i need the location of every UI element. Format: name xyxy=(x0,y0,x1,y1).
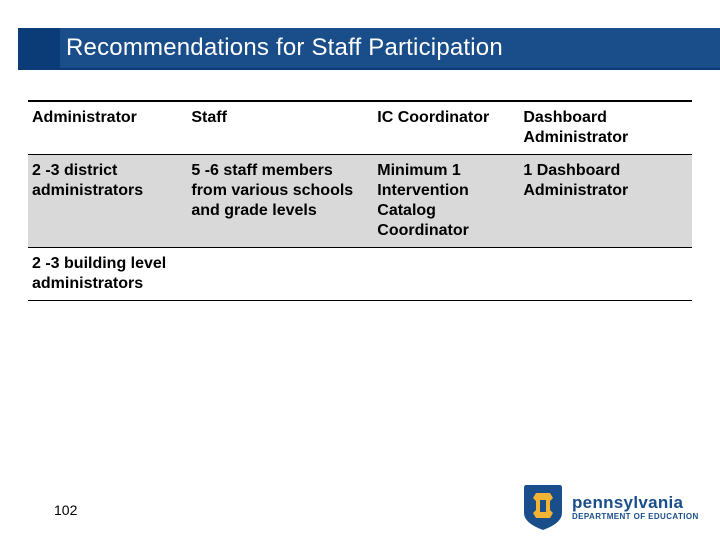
slide: Recommendations for Staff Participation … xyxy=(0,0,720,540)
cell-staff xyxy=(187,248,373,301)
cell-dashboard-admin: 1 Dashboard Administrator xyxy=(519,155,692,248)
cell-administrator: 2 -3 building level administrators xyxy=(28,248,187,301)
logo-line1: pennsylvania xyxy=(572,494,699,511)
table-row: 2 -3 building level administrators xyxy=(28,248,692,301)
pa-doe-logo: pennsylvania DEPARTMENT OF EDUCATION xyxy=(522,482,702,532)
recommendations-table: Administrator Staff IC Coordinator Dashb… xyxy=(28,100,692,301)
cell-ic-coordinator: Minimum 1 Intervention Catalog Coordinat… xyxy=(373,155,519,248)
cell-dashboard-admin xyxy=(519,248,692,301)
title-accent-block xyxy=(18,28,60,70)
logo-line2: DEPARTMENT OF EDUCATION xyxy=(572,513,699,521)
cell-administrator: 2 -3 district administrators xyxy=(28,155,187,248)
col-header-dashboard-admin: Dashboard Administrator xyxy=(519,101,692,155)
logo-text: pennsylvania DEPARTMENT OF EDUCATION xyxy=(572,494,699,521)
keystone-shield-icon xyxy=(522,483,564,531)
slide-title: Recommendations for Staff Participation xyxy=(66,34,503,62)
page-number: 102 xyxy=(54,502,77,518)
cell-ic-coordinator xyxy=(373,248,519,301)
table-header-row: Administrator Staff IC Coordinator Dashb… xyxy=(28,101,692,155)
title-bar: Recommendations for Staff Participation xyxy=(60,28,720,70)
title-band: Recommendations for Staff Participation xyxy=(0,28,720,70)
table-row: 2 -3 district administrators 5 -6 staff … xyxy=(28,155,692,248)
col-header-ic-coordinator: IC Coordinator xyxy=(373,101,519,155)
col-header-administrator: Administrator xyxy=(28,101,187,155)
content-area: Administrator Staff IC Coordinator Dashb… xyxy=(28,100,692,301)
col-header-staff: Staff xyxy=(187,101,373,155)
cell-staff: 5 -6 staff members from various schools … xyxy=(187,155,373,248)
